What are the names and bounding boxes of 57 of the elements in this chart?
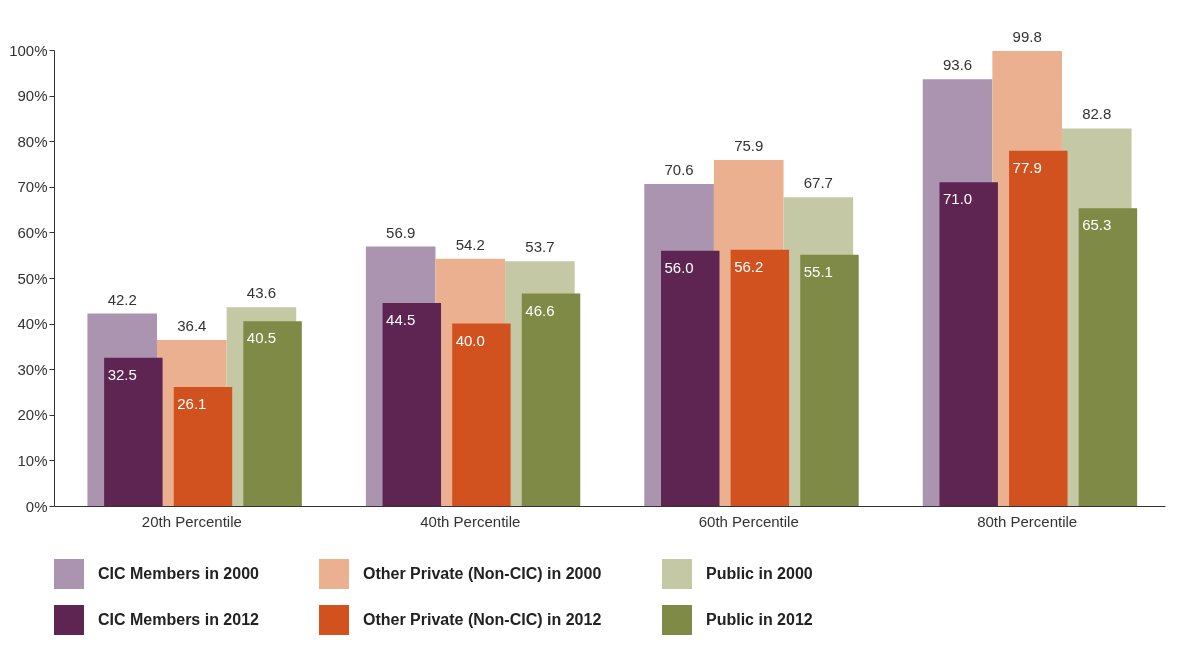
bar xyxy=(1009,150,1068,506)
data-label: 71.0 xyxy=(942,190,973,208)
data-label: 56.0 xyxy=(664,258,694,276)
y-tick-label: 0% xyxy=(25,497,48,515)
data-label: 67.7 xyxy=(803,174,833,192)
data-label: 93.6 xyxy=(942,56,973,74)
bar xyxy=(730,249,790,506)
legend-label: Other Private (Non-CIC) in 2012 xyxy=(363,611,602,628)
data-label: 54.2 xyxy=(455,235,485,253)
y-tick-label: 10% xyxy=(17,451,48,469)
legend-label: Public in 2000 xyxy=(706,565,813,582)
bar xyxy=(382,303,442,506)
bar xyxy=(1078,208,1138,506)
legend-label: Other Private (Non-CIC) in 2000 xyxy=(363,565,602,582)
y-tick-label: 30% xyxy=(17,360,48,378)
data-label: 75.9 xyxy=(734,136,764,154)
legend-label: CIC Members in 2000 xyxy=(98,565,260,582)
data-label: 40.0 xyxy=(455,331,485,349)
data-label: 65.3 xyxy=(1082,216,1112,234)
x-tick-label: 60th Percentile xyxy=(698,512,799,530)
data-label: 46.6 xyxy=(525,301,555,319)
data-label: 32.5 xyxy=(107,365,137,383)
bar xyxy=(521,293,581,506)
x-tick-label: 40th Percentile xyxy=(420,512,521,530)
bar xyxy=(661,250,720,506)
bar xyxy=(939,182,998,506)
y-tick-label: 20% xyxy=(17,406,48,424)
y-tick-label: 40% xyxy=(17,315,48,333)
data-label: 44.5 xyxy=(386,311,416,329)
data-label: 56.2 xyxy=(734,257,764,275)
data-label: 56.9 xyxy=(386,223,416,241)
y-tick-label: 70% xyxy=(17,178,48,196)
bar xyxy=(173,386,233,506)
data-label: 26.1 xyxy=(177,394,207,412)
data-label: 99.8 xyxy=(1012,27,1042,45)
bar xyxy=(104,357,163,506)
bar xyxy=(243,321,302,506)
x-tick-label: 20th Percentile xyxy=(141,512,242,530)
data-label: 77.9 xyxy=(1012,158,1042,176)
y-tick-label: 50% xyxy=(17,269,48,287)
x-tick-label: 80th Percentile xyxy=(977,512,1078,530)
y-tick-label: 90% xyxy=(17,87,48,105)
data-label: 36.4 xyxy=(177,317,207,335)
y-tick-label: 100% xyxy=(9,41,48,59)
legend-label: CIC Members in 2012 xyxy=(98,611,260,628)
data-label: 43.6 xyxy=(246,284,277,302)
data-label: 70.6 xyxy=(664,161,694,179)
data-label: 55.1 xyxy=(803,262,833,280)
bar xyxy=(800,254,859,506)
legend-label: Public in 2012 xyxy=(706,611,813,628)
data-label: 82.8 xyxy=(1082,105,1112,123)
data-label: 42.2 xyxy=(107,290,137,308)
data-label: 40.5 xyxy=(246,329,277,347)
y-tick-label: 80% xyxy=(17,132,48,150)
data-label: 53.7 xyxy=(525,238,555,256)
bar xyxy=(452,323,511,506)
y-tick-label: 60% xyxy=(17,223,48,241)
